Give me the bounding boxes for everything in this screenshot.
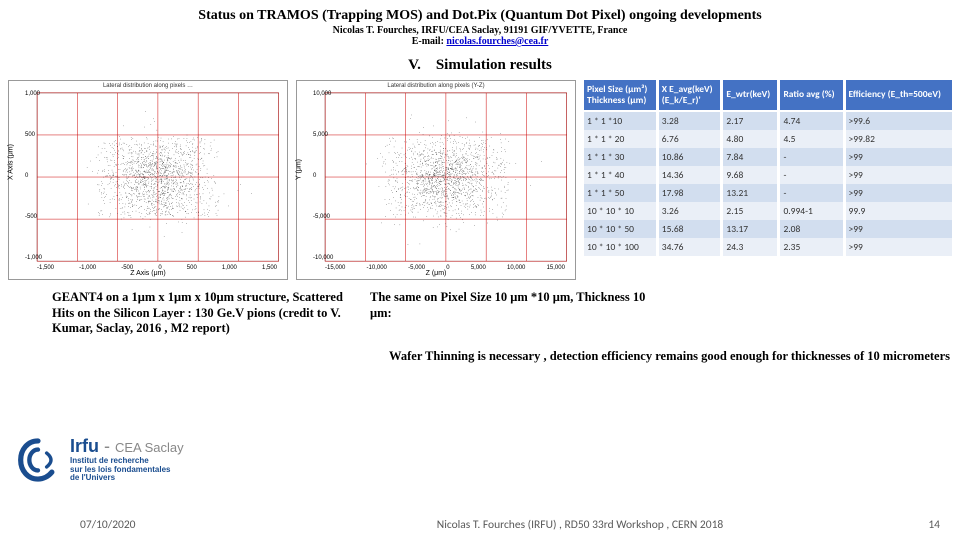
table-header: Efficiency (E_th=500eV) [844,80,952,111]
scatter-right-xticks: -15,000-10,000-5,00005,00010,00015,000 [325,265,565,271]
table-row: 1 * 1 *103.282.174.74>99.6 [584,111,952,130]
caption-right: The same on Pixel Size 10 μm *10 μm, Thi… [370,290,670,337]
table-row: 10 * 10 * 5015.6813.172.08>99 [584,220,952,238]
scatter-left-xlabel: Z Axis (μm) [9,270,287,277]
table-cell: 4.74 [779,111,844,130]
table-cell: 6.76 [657,130,722,148]
table-cell: 3.26 [657,202,722,220]
efficiency-table: Pixel Size (μm³)Thickness (μm)X E_avg(ke… [584,80,952,256]
table-row: 1 * 1 * 206.764.804.5>99.82 [584,130,952,148]
irfu-logo-sub: Institut de recherchesur les lois fondam… [70,457,184,483]
logo-main-text: Irfu [70,436,99,456]
caption-left: GEANT4 on a 1μm x 1μm x 10μm structure, … [52,290,352,337]
content-row: Lateral distribution along pixels … X Ax… [0,80,960,280]
footer-date: 07/10/2020 [80,518,280,532]
table-cell: 14.36 [657,166,722,184]
table-cell: >99 [844,184,952,202]
table-cell: 1 * 1 * 30 [584,148,657,166]
slide-footer: 07/10/2020 Nicolas T. Fourches (IRFU) , … [0,518,960,532]
logo-secondary: CEA Saclay [115,440,184,455]
scatter-right-ylabel: Y (μm) [296,159,303,180]
scatter-left-svg [9,81,287,279]
table-cell: >99.82 [844,130,952,148]
table-row: 10 * 10 * 103.262.150.994-199.9 [584,202,952,220]
table-header: Pixel Size (μm³)Thickness (μm) [584,80,657,111]
scatter-plot-right: Lateral distribution along pixels (Y-Z) … [296,80,576,280]
table-row: 1 * 1 * 4014.369.68->99 [584,166,952,184]
scatter-right-xlabel: Z (μm) [297,270,575,277]
table-cell: 7.84 [722,148,779,166]
section-title: Simulation results [436,57,552,73]
table-cell: 99.9 [844,202,952,220]
slide-title: Status on TRAMOS (Trapping MOS) and Dot.… [0,8,960,24]
table-cell: 1 * 1 * 50 [584,184,657,202]
email-link[interactable]: nicolas.fourches@cea.fr [446,36,548,47]
table-cell: 3.28 [657,111,722,130]
table-cell: - [779,148,844,166]
table-row: 10 * 10 * 10034.7624.32.35>99 [584,238,952,256]
table-cell: 4.5 [779,130,844,148]
table-cell: 10 * 10 * 10 [584,202,657,220]
scatter-right-svg [297,81,575,279]
table-cell: 2.17 [722,111,779,130]
scatter-left-yticks: 1,0005000-500-1,000 [25,91,42,261]
table-cell: 1 * 1 *10 [584,111,657,130]
scatter-plot-left: Lateral distribution along pixels … X Ax… [8,80,288,280]
scatter-left-ylabel: X Axis (μm) [8,144,15,180]
table-cell: 24.3 [722,238,779,256]
table-cell: 0.994-1 [779,202,844,220]
table-cell: 1 * 1 * 40 [584,166,657,184]
conclusion-text: Wafer Thinning is necessary , detection … [0,337,960,364]
table-cell: 1 * 1 * 20 [584,130,657,148]
slide-header: Status on TRAMOS (Trapping MOS) and Dot.… [0,0,960,47]
table-cell: 4.80 [722,130,779,148]
table-cell: 2.35 [779,238,844,256]
table-cell: - [779,184,844,202]
table-cell: >99 [844,238,952,256]
table-cell: 13.21 [722,184,779,202]
irfu-logo-text: Irfu - CEA Saclay Institut de recherches… [70,437,184,483]
table-cell: 9.68 [722,166,779,184]
section-heading: V. Simulation results [0,57,960,74]
section-number: V. [408,57,421,73]
table-cell: 10 * 10 * 50 [584,220,657,238]
scatter-right-yticks: 10,0005,0000-5,000-10,000 [313,91,333,261]
table-row: 1 * 1 * 3010.867.84->99 [584,148,952,166]
table-cell: >99.6 [844,111,952,130]
captions-row: GEANT4 on a 1μm x 1μm x 10μm structure, … [0,280,960,337]
footer-page: 14 [880,518,940,532]
table-cell: 10.86 [657,148,722,166]
table-cell: - [779,166,844,184]
slide-author: Nicolas T. Fourches, IRFU/CEA Saclay, 91… [0,25,960,36]
irfu-logo: Irfu - CEA Saclay Institut de recherches… [12,426,232,494]
table-cell: 2.08 [779,220,844,238]
irfu-logo-mark [12,434,64,486]
table-cell: 17.98 [657,184,722,202]
table-header: X E_avg(keV)(E_k/E_r)' [657,80,722,111]
table-cell: >99 [844,148,952,166]
table-cell: 10 * 10 * 100 [584,238,657,256]
table-cell: >99 [844,166,952,184]
table-cell: 13.17 [722,220,779,238]
scatter-right-title: Lateral distribution along pixels (Y-Z) [297,83,575,89]
table-cell: >99 [844,220,952,238]
slide-email-line: E-mail: nicolas.fourches@cea.fr [0,36,960,47]
table-header: E_wtr(keV) [722,80,779,111]
logo-sep: - [99,436,115,456]
table-header: Ratio avg (%) [779,80,844,111]
efficiency-table-wrap: Pixel Size (μm³)Thickness (μm)X E_avg(ke… [584,80,952,256]
table-cell: 2.15 [722,202,779,220]
table-cell: 15.68 [657,220,722,238]
scatter-left-title: Lateral distribution along pixels … [9,83,287,89]
irfu-logo-main: Irfu - CEA Saclay [70,437,184,455]
table-cell: 34.76 [657,238,722,256]
scatter-left-xticks: -1,500-1,000-50005001,0001,500 [37,265,277,271]
email-prefix: E-mail: [412,36,447,47]
footer-middle: Nicolas T. Fourches (IRFU) , RD50 33rd W… [280,518,880,532]
table-row: 1 * 1 * 5017.9813.21->99 [584,184,952,202]
